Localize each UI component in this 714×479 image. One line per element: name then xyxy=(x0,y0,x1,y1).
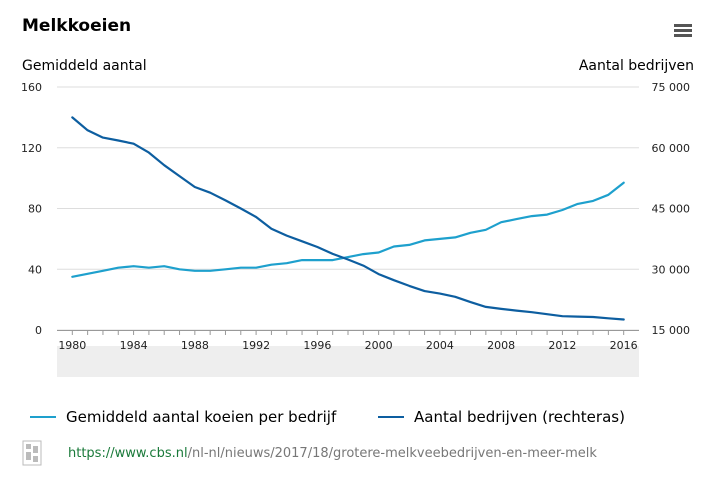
x-tick-label: 2016 xyxy=(610,339,638,352)
x-tick-label: 2012 xyxy=(548,339,576,352)
x-tick-label: 1980 xyxy=(58,339,86,352)
left-tick-label: 80 xyxy=(28,203,42,216)
source-link[interactable]: https://www.cbs.nl/nl-nl/nieuws/2017/18/… xyxy=(68,446,597,461)
right-tick-label: 75 000 xyxy=(652,81,691,94)
series-line-avg-cows xyxy=(71,181,625,278)
left-tick-label: 120 xyxy=(21,142,42,155)
navigator-area[interactable] xyxy=(57,346,639,377)
axes xyxy=(57,330,639,335)
left-tick-label: 160 xyxy=(21,81,42,94)
series-line-farms xyxy=(71,116,625,321)
hamburger-menu-icon[interactable] xyxy=(674,24,692,38)
chart-plot: 0 40 80 120 160 15 000 30 000 45 000 60 000 75 00… xyxy=(21,81,690,377)
right-tick-label: 60 000 xyxy=(652,142,691,155)
right-tick-label: 45 000 xyxy=(652,203,691,216)
right-axis-label: Aantal bedrijven xyxy=(578,58,694,74)
grid-lines xyxy=(57,86,639,331)
right-tick-label: 30 000 xyxy=(652,263,691,276)
legend-swatch-avg-cows xyxy=(30,416,56,418)
left-tick-label: 40 xyxy=(28,263,42,276)
x-tick-label: 1992 xyxy=(242,339,270,352)
x-tick-label: 1984 xyxy=(120,339,148,352)
legend-item-avg-cows[interactable]: Gemiddeld aantal koeien per bedrijf xyxy=(30,408,336,426)
left-tick-label: 0 xyxy=(35,324,42,337)
cbs-logo-icon xyxy=(22,440,42,466)
source-line: https://www.cbs.nl/nl-nl/nieuws/2017/18/… xyxy=(22,440,597,466)
left-axis-label: Gemiddeld aantal xyxy=(22,58,147,74)
source-link-host: https://www.cbs.nl xyxy=(68,445,188,461)
x-tick-label: 2000 xyxy=(365,339,393,352)
legend-label-farms: Aantal bedrijven (rechteras) xyxy=(414,408,625,426)
x-tick-label: 2008 xyxy=(487,339,515,352)
chart-title: Melkkoeien xyxy=(22,16,132,36)
x-tick-label: 1996 xyxy=(303,339,331,352)
legend-label-avg-cows: Gemiddeld aantal koeien per bedrijf xyxy=(66,408,337,426)
right-tick-label: 15 000 xyxy=(652,324,691,337)
source-link-path: /nl-nl/nieuws/2017/18/grotere-melkveebed… xyxy=(187,445,597,461)
tick-labels: 0 40 80 120 160 15 000 30 000 45 000 60 000 75 00… xyxy=(21,81,690,352)
legend-item-farms[interactable]: Aantal bedrijven (rechteras) xyxy=(378,408,625,426)
series-lines xyxy=(71,116,625,321)
x-tick-label: 2004 xyxy=(426,339,454,352)
legend-swatch-farms xyxy=(378,416,404,418)
x-tick-label: 1988 xyxy=(181,339,209,352)
